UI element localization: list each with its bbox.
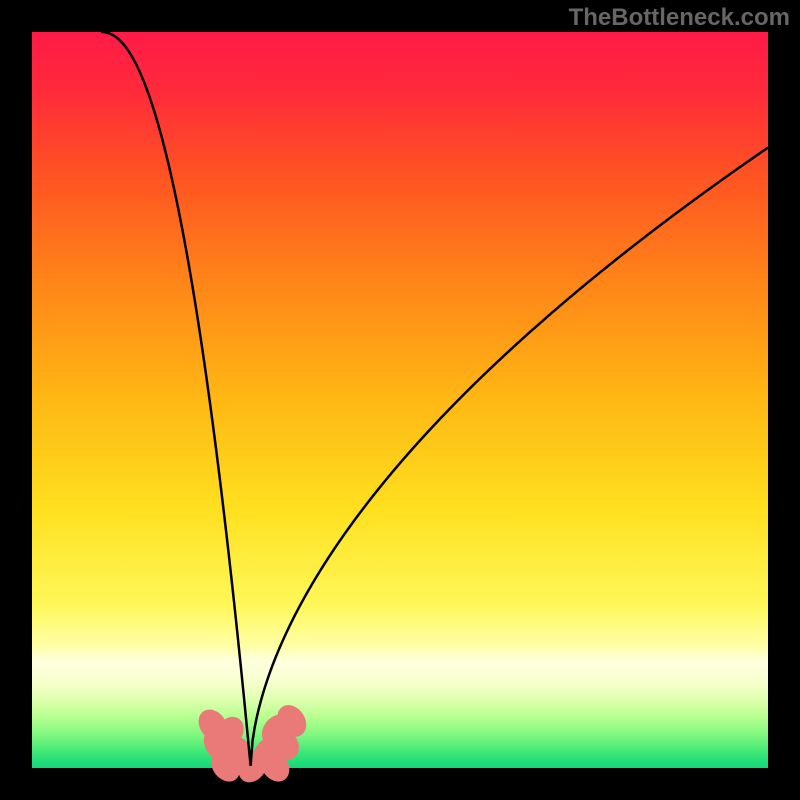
chart-svg xyxy=(0,0,800,800)
chart-frame: TheBottleneck.com xyxy=(0,0,800,800)
plot-background xyxy=(32,32,768,768)
watermark-text: TheBottleneck.com xyxy=(569,4,790,32)
